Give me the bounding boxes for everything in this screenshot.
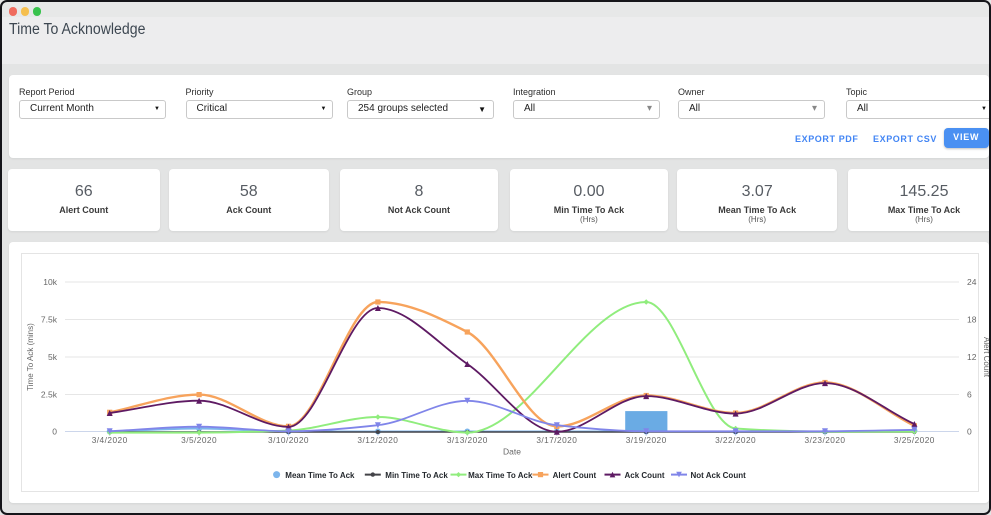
svg-text:Time To Ack (mins): Time To Ack (mins) xyxy=(26,323,35,391)
svg-text:3/19/2020: 3/19/2020 xyxy=(626,435,667,445)
svg-text:3/10/2020: 3/10/2020 xyxy=(268,435,309,445)
svg-text:7.5k: 7.5k xyxy=(41,315,58,325)
svg-text:Date: Date xyxy=(503,447,521,457)
svg-text:3/12/2020: 3/12/2020 xyxy=(357,435,398,445)
svg-text:3/5/2020: 3/5/2020 xyxy=(181,435,217,445)
svg-text:18: 18 xyxy=(967,315,977,325)
svg-text:3/22/2020: 3/22/2020 xyxy=(715,435,756,445)
svg-text:3/17/2020: 3/17/2020 xyxy=(536,435,577,445)
svg-text:0: 0 xyxy=(967,427,972,437)
svg-text:0: 0 xyxy=(52,427,57,437)
svg-text:6: 6 xyxy=(967,390,972,400)
svg-text:Mean Time To Ack: Mean Time To Ack xyxy=(285,471,355,480)
svg-text:Alert Count: Alert Count xyxy=(982,337,991,378)
svg-text:Ack Count: Ack Count xyxy=(625,471,665,480)
svg-text:Alert Count: Alert Count xyxy=(553,471,597,480)
svg-text:3/4/2020: 3/4/2020 xyxy=(92,435,128,445)
svg-text:24: 24 xyxy=(967,277,977,287)
svg-text:3/13/2020: 3/13/2020 xyxy=(447,435,488,445)
svg-text:Min Time To Ack: Min Time To Ack xyxy=(385,471,448,480)
svg-text:3/23/2020: 3/23/2020 xyxy=(805,435,846,445)
svg-text:10k: 10k xyxy=(43,277,57,287)
svg-text:Not Ack Count: Not Ack Count xyxy=(691,471,747,480)
svg-text:3/25/2020: 3/25/2020 xyxy=(894,435,935,445)
svg-text:5k: 5k xyxy=(48,352,58,362)
svg-text:Max Time To Ack: Max Time To Ack xyxy=(468,471,533,480)
svg-text:12: 12 xyxy=(967,352,977,362)
svg-text:2.5k: 2.5k xyxy=(41,390,58,400)
